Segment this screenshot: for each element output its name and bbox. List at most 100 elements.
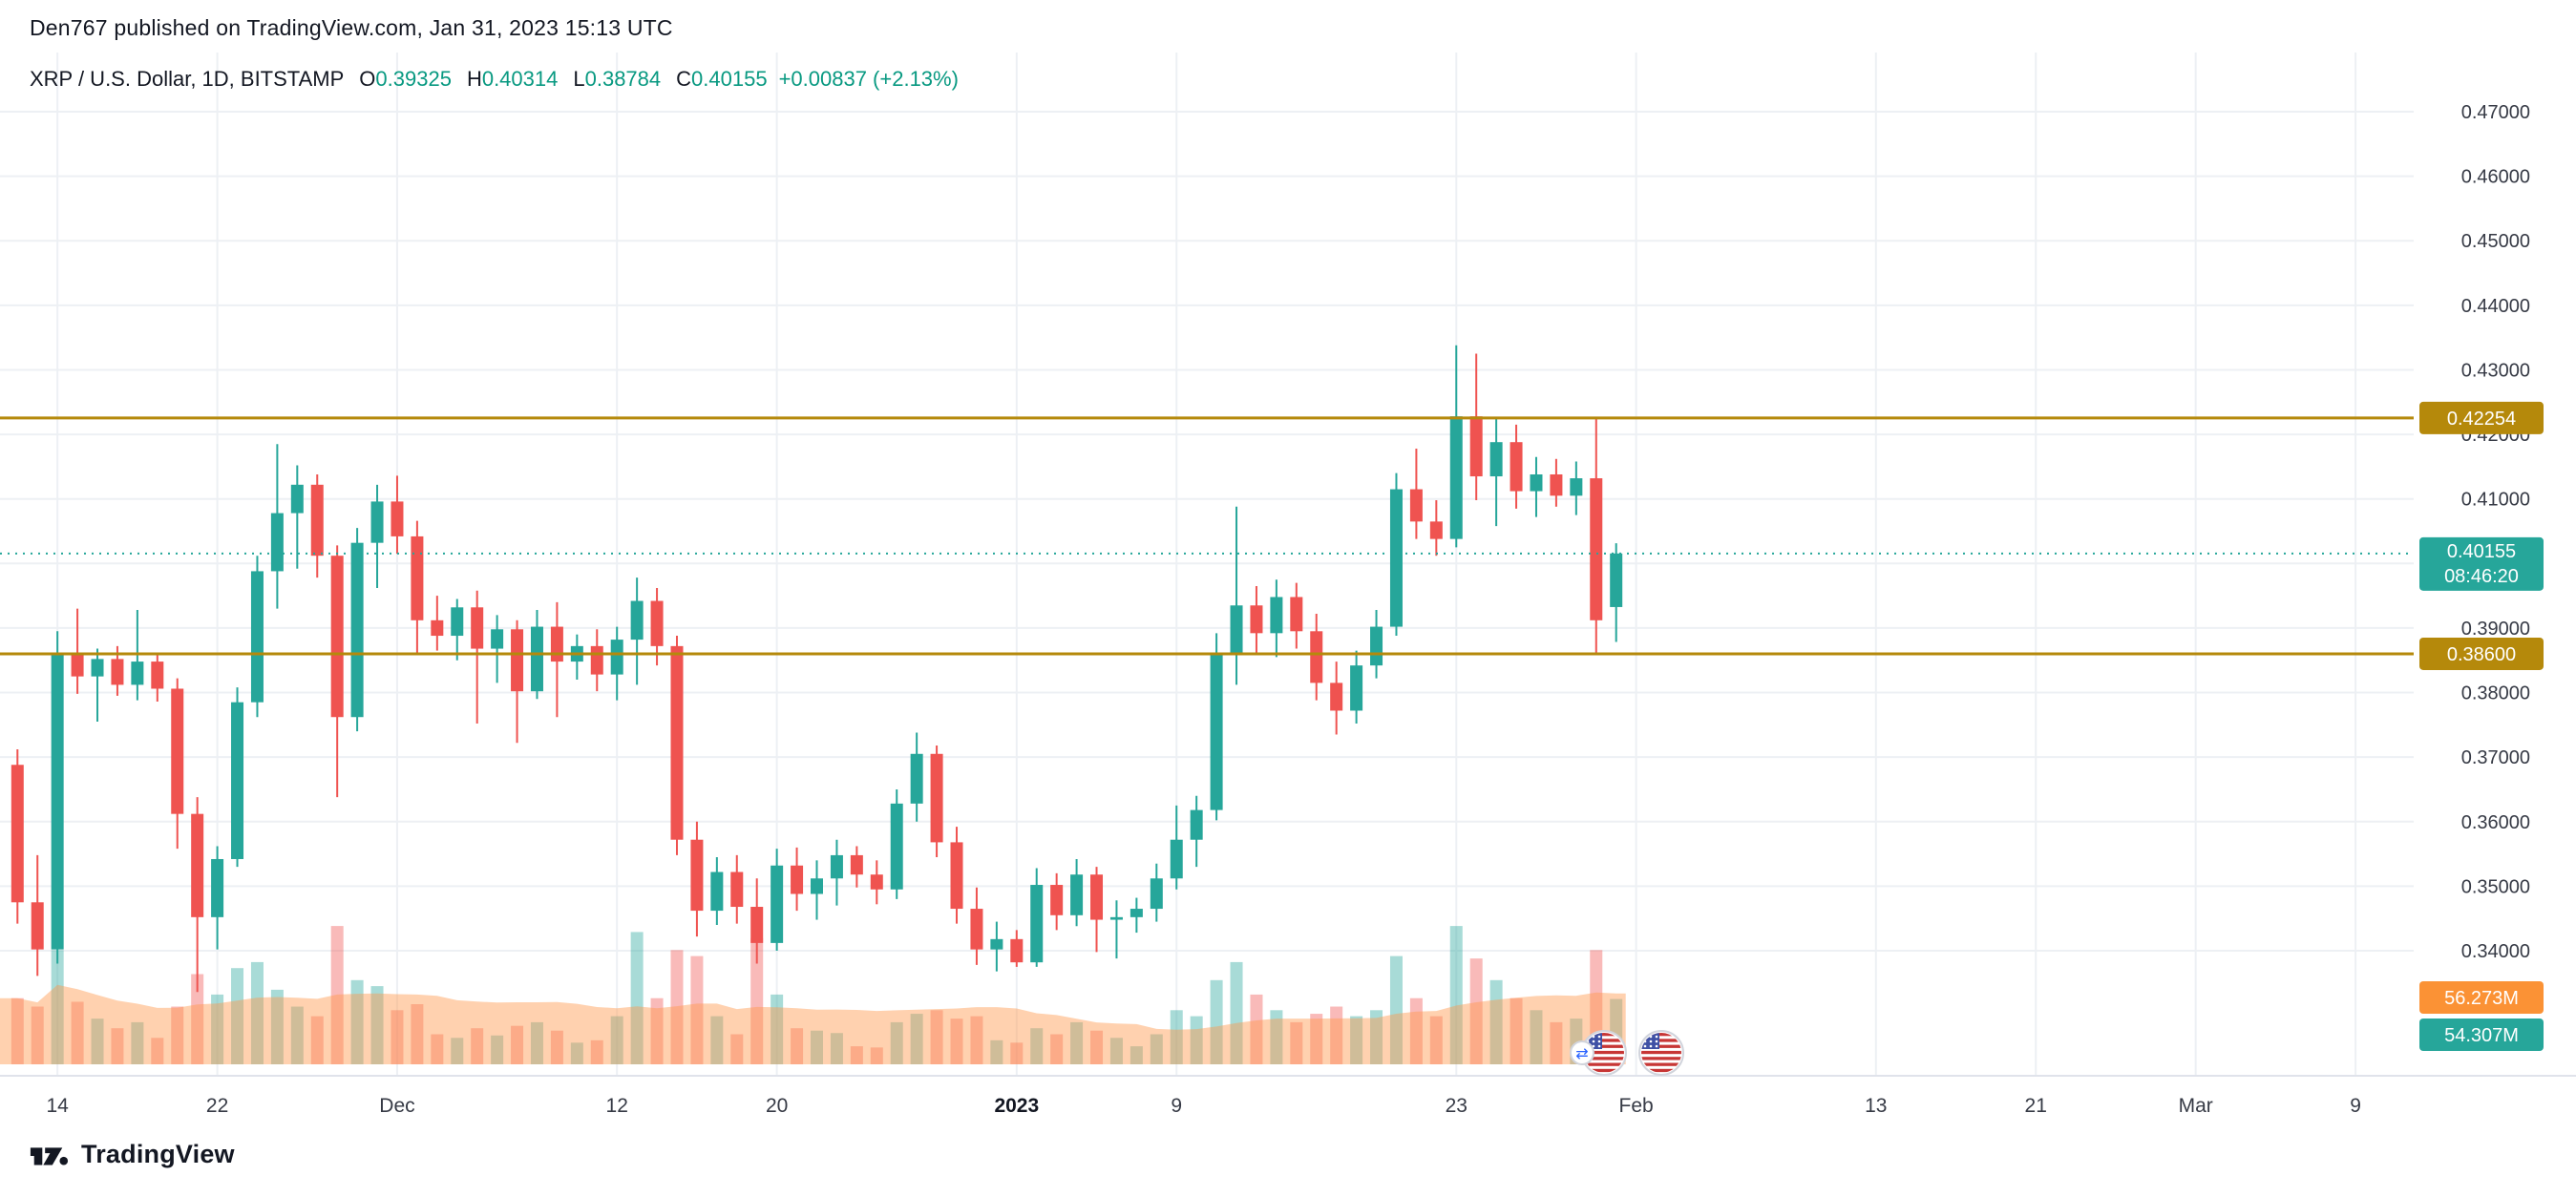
candle[interactable] <box>750 907 764 943</box>
volume-bar[interactable] <box>670 950 684 1064</box>
candle[interactable] <box>71 652 84 677</box>
volume-bar[interactable] <box>1350 1016 1363 1064</box>
volume-bar[interactable] <box>330 926 344 1064</box>
volume-bar[interactable] <box>111 1028 124 1064</box>
candle[interactable] <box>1570 478 1583 496</box>
candle[interactable] <box>411 536 424 620</box>
volume-bar[interactable] <box>550 1030 563 1064</box>
volume-bar[interactable] <box>171 1006 184 1064</box>
candle[interactable] <box>1210 652 1223 810</box>
candle[interactable] <box>1150 878 1163 910</box>
volume-bar[interactable] <box>771 994 784 1064</box>
volume-bar[interactable] <box>1070 1021 1084 1064</box>
candle[interactable] <box>1050 885 1064 915</box>
candle[interactable] <box>1409 489 1423 522</box>
volume-layer[interactable] <box>11 926 1623 1065</box>
candle[interactable] <box>471 607 484 649</box>
volume-bar[interactable] <box>1150 1034 1163 1065</box>
volume-bar[interactable] <box>250 961 264 1064</box>
tradingview-logo-icon[interactable] <box>29 1141 69 1169</box>
candle[interactable] <box>1429 521 1443 539</box>
volume-bar[interactable] <box>1130 1046 1143 1064</box>
candle[interactable] <box>310 484 324 556</box>
volume-bar[interactable] <box>970 1016 983 1064</box>
volume-bar[interactable] <box>290 1006 304 1064</box>
candle[interactable] <box>1010 938 1024 963</box>
candle[interactable] <box>511 629 524 692</box>
volume-bar[interactable] <box>930 1010 943 1064</box>
candle[interactable] <box>970 909 983 950</box>
candle[interactable] <box>231 702 244 859</box>
candle[interactable] <box>850 854 863 875</box>
candle[interactable] <box>610 640 623 675</box>
candle[interactable] <box>530 626 543 692</box>
candle[interactable] <box>670 645 684 840</box>
volume-bar[interactable] <box>471 1028 484 1064</box>
candle[interactable] <box>350 542 364 718</box>
volume-bar[interactable] <box>1290 1021 1303 1064</box>
volume-bar[interactable] <box>1429 1016 1443 1064</box>
volume-bar[interactable] <box>1250 994 1263 1064</box>
candle[interactable] <box>1310 631 1323 683</box>
volume-bar[interactable] <box>370 986 384 1064</box>
candle[interactable] <box>330 556 344 718</box>
volume-bar[interactable] <box>890 1021 903 1064</box>
volume-bar[interactable] <box>570 1042 583 1064</box>
candle[interactable] <box>550 626 563 662</box>
volume-bar[interactable] <box>1530 1010 1543 1064</box>
candle[interactable] <box>1290 597 1303 632</box>
candle[interactable] <box>1190 809 1203 840</box>
candle[interactable] <box>950 842 963 910</box>
candle[interactable] <box>830 854 843 879</box>
candle[interactable] <box>1489 442 1503 477</box>
symbol-title[interactable]: XRP / U.S. Dollar, 1D, BITSTAMP <box>30 67 345 91</box>
price-axis[interactable]: 0.470000.460000.450000.440000.430000.420… <box>2461 102 2530 962</box>
candle[interactable] <box>91 659 104 677</box>
volume-bar[interactable] <box>750 937 764 1064</box>
candle[interactable] <box>370 501 384 543</box>
volume-bar[interactable] <box>411 1004 424 1064</box>
volume-bar[interactable] <box>1310 1014 1323 1064</box>
candle[interactable] <box>491 629 504 649</box>
volume-bar[interactable] <box>310 1016 324 1064</box>
candle[interactable] <box>650 600 664 646</box>
volume-bar[interactable] <box>1210 979 1223 1064</box>
candle[interactable] <box>1530 473 1543 492</box>
candle[interactable] <box>11 765 24 903</box>
volume-bar[interactable] <box>950 1018 963 1064</box>
volume-bar[interactable] <box>71 1001 84 1064</box>
volume-bar[interactable] <box>1449 926 1463 1064</box>
volume-bar[interactable] <box>650 998 664 1064</box>
candle[interactable] <box>1350 665 1363 711</box>
volume-bar[interactable] <box>31 1006 44 1064</box>
volume-bar[interactable] <box>1489 979 1503 1064</box>
candle[interactable] <box>51 652 64 950</box>
candle[interactable] <box>171 688 184 814</box>
volume-bar[interactable] <box>191 974 204 1065</box>
volume-bar[interactable] <box>1170 1010 1183 1064</box>
volume-bar[interactable] <box>151 1038 164 1064</box>
candle[interactable] <box>771 865 784 943</box>
volume-bar[interactable] <box>131 1021 144 1064</box>
candle[interactable] <box>1250 605 1263 634</box>
volume-bar[interactable] <box>511 1025 524 1064</box>
candle[interactable] <box>890 803 903 890</box>
volume-bar[interactable] <box>690 956 704 1064</box>
candle[interactable] <box>451 607 464 637</box>
volume-bar[interactable] <box>530 1021 543 1064</box>
volume-bar[interactable] <box>830 1033 843 1064</box>
candle[interactable] <box>690 839 704 912</box>
volume-bar[interactable] <box>870 1047 883 1064</box>
volume-bar[interactable] <box>91 1018 104 1064</box>
candle[interactable] <box>1370 626 1383 666</box>
candle[interactable] <box>1030 885 1044 963</box>
candles-layer[interactable] <box>11 345 1623 993</box>
volume-bar[interactable] <box>1109 1038 1123 1064</box>
volume-bar[interactable] <box>431 1034 444 1065</box>
volume-bar[interactable] <box>610 1016 623 1064</box>
candle[interactable] <box>811 878 823 894</box>
candle[interactable] <box>290 484 304 514</box>
volume-bar[interactable] <box>1469 958 1483 1064</box>
volume-bar[interactable] <box>791 1028 804 1064</box>
candle[interactable] <box>730 872 744 908</box>
